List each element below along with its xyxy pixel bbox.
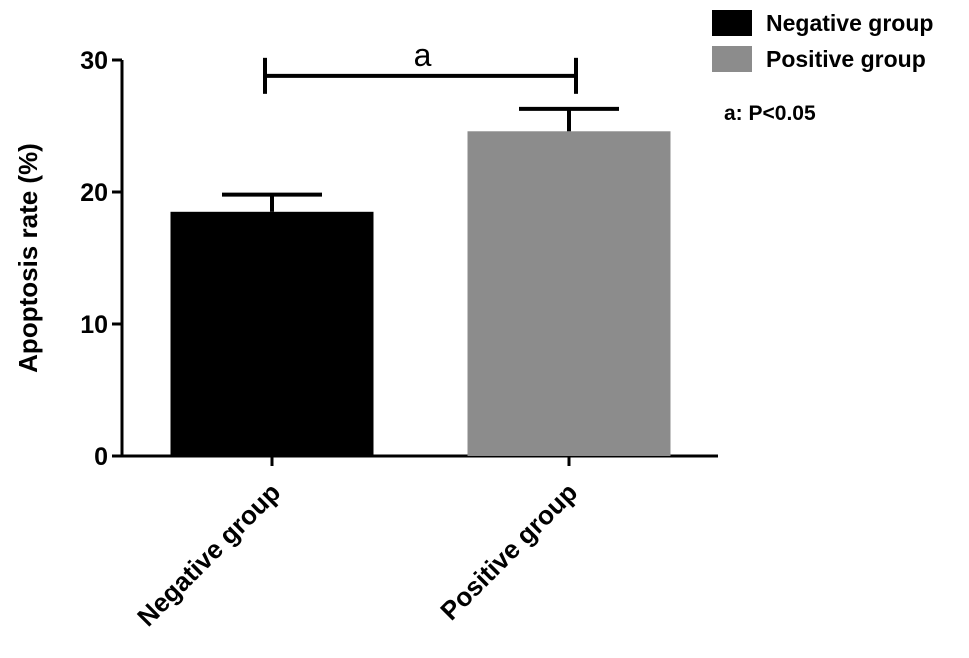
legend-swatch xyxy=(712,10,752,36)
legend-label: Positive group xyxy=(766,46,926,72)
legend-swatch xyxy=(712,46,752,72)
legend-label: Negative group xyxy=(766,10,933,36)
bar-0 xyxy=(170,211,374,456)
significance-note: a: P<0.05 xyxy=(724,102,816,125)
y-tick-label: 0 xyxy=(94,443,108,471)
y-tick-label: 20 xyxy=(80,179,108,207)
bar-1 xyxy=(467,131,671,456)
y-tick-label: 10 xyxy=(80,311,108,339)
significance-bracket: a xyxy=(263,37,578,94)
legend: Negative group Positive group xyxy=(712,10,933,72)
significance-label: a xyxy=(414,37,432,73)
error-bars xyxy=(222,106,619,212)
x-tick-label: Positive group xyxy=(434,477,583,626)
bars xyxy=(170,131,671,456)
y-tick-label: 30 xyxy=(80,47,108,75)
y-axis-title: Apoptosis rate (%) xyxy=(13,143,43,373)
x-tick-label: Negative group xyxy=(131,477,286,632)
